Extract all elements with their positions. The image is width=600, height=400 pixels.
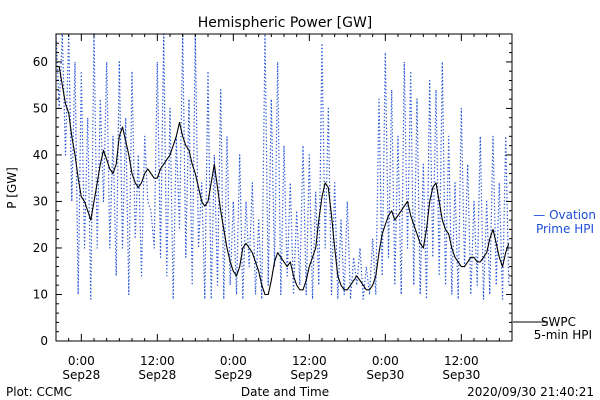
x-tick-label-time: 12:00 (292, 354, 327, 368)
x-axis-label: Date and Time (241, 385, 329, 399)
legend: — Ovation Prime HPI SWPC 5-min HPI (513, 208, 596, 342)
x-tick-label-time: 0:00 (220, 354, 247, 368)
chart-title: Hemispheric Power [GW] (198, 15, 373, 31)
x-tick-label-time: 12:00 (444, 354, 479, 368)
legend-swpc-line2: 5-min HPI (534, 328, 592, 342)
x-tick-label-date: Sep30 (366, 368, 404, 382)
x-tick-label-time: 0:00 (68, 354, 95, 368)
series-line-ovation (55, 33, 510, 300)
y-tick-label: 60 (33, 55, 48, 69)
plot-area: 01020304050600:00Sep2812:00Sep280:00Sep2… (33, 33, 513, 382)
x-tick-label-time: 0:00 (372, 354, 399, 368)
y-tick-label: 50 (33, 101, 48, 115)
y-tick-label: 0 (40, 334, 48, 348)
footer-timestamp: 2020/09/30 21:40:21 (467, 385, 594, 399)
legend-ovation-line1: — Ovation (533, 208, 596, 222)
legend-ovation-line2: Prime HPI (536, 222, 594, 236)
x-tick-label-date: Sep28 (138, 368, 176, 382)
x-tick-label-time: 12:00 (140, 354, 175, 368)
x-tick-label-date: Sep29 (290, 368, 328, 382)
legend-swpc-line1: SWPC (541, 315, 576, 329)
x-tick-label-date: Sep30 (442, 368, 480, 382)
y-tick-label: 20 (33, 241, 48, 255)
series-line-swpc (56, 66, 510, 296)
y-tick-label: 30 (33, 194, 48, 208)
plot-frame (55, 33, 513, 342)
y-axis-label: P [GW] (5, 167, 19, 209)
x-tick-label-date: Sep29 (214, 368, 252, 382)
footer-credit: Plot: CCMC (6, 385, 72, 399)
y-tick-label: 10 (33, 287, 48, 301)
y-tick-label: 40 (33, 148, 48, 162)
x-tick-label-date: Sep28 (62, 368, 100, 382)
